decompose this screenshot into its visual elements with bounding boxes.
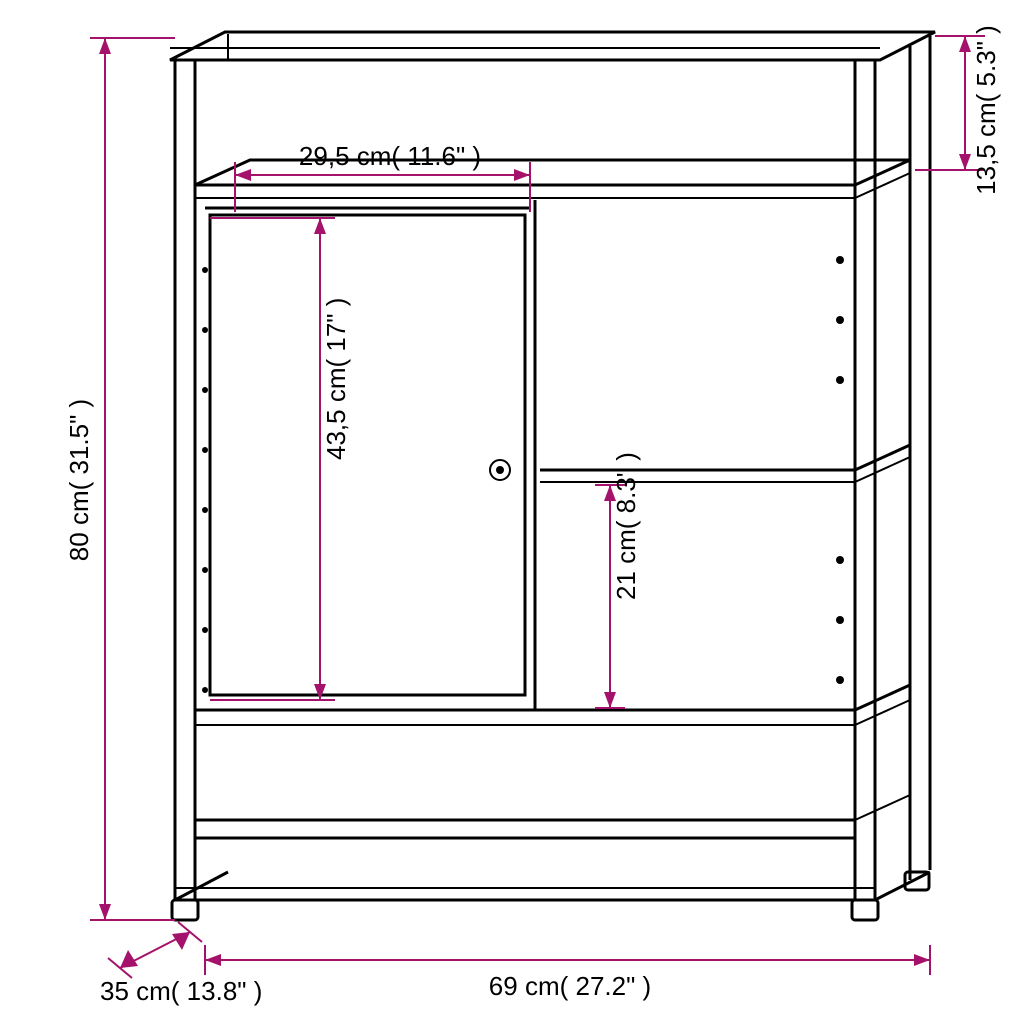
label-top-gap: 13,5 cm( 5.3" ) <box>971 25 1001 195</box>
dim-height <box>90 38 175 920</box>
label-height: 80 cm( 31.5" ) <box>64 399 94 561</box>
dim-depth <box>108 922 202 978</box>
dim-door-h <box>210 218 335 700</box>
peg-holes-left <box>202 267 208 693</box>
label-depth: 35 cm( 13.8" ) <box>100 976 262 1006</box>
label-shelf-h: 21 cm( 8.3" ) <box>611 452 641 600</box>
label-width: 69 cm( 27.2" ) <box>489 971 651 1001</box>
label-door-w: 29,5 cm( 11.6" ) <box>299 141 481 171</box>
label-door-h: 43,5 cm( 17" ) <box>321 298 351 460</box>
